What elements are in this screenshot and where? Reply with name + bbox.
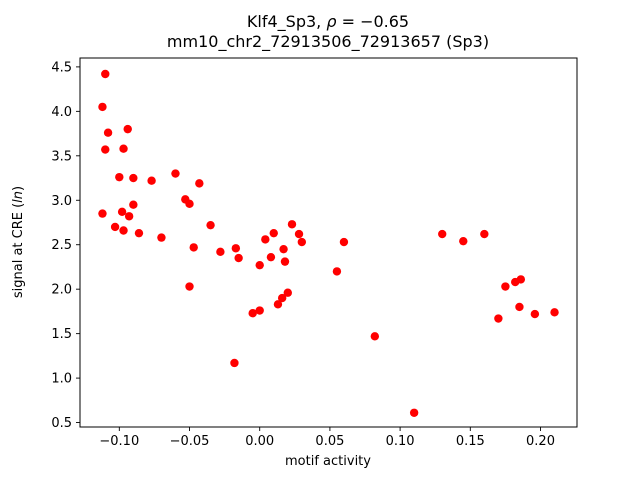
data-point (255, 260, 264, 270)
data-point (255, 306, 264, 315)
data-point (110, 222, 120, 232)
data-point (119, 226, 128, 235)
data-point (550, 308, 559, 317)
data-point (280, 257, 290, 266)
y-axis-label: signal at CRE (ln) (11, 186, 26, 298)
data-point (283, 288, 292, 297)
data-point (101, 145, 110, 154)
data-point (261, 235, 270, 244)
data-point (273, 300, 283, 309)
data-point (494, 314, 503, 323)
data-point (269, 228, 278, 238)
data-point (332, 267, 342, 276)
data-point (297, 237, 307, 247)
plot-frame (79, 57, 578, 428)
data-point (129, 173, 138, 183)
data-point (216, 247, 225, 257)
y-tick-label: 3.5 (51, 149, 72, 164)
data-point (459, 236, 468, 246)
data-point (147, 176, 156, 185)
data-point (279, 244, 288, 254)
data-point (234, 253, 243, 263)
y-tick-label: 4.0 (51, 105, 72, 120)
data-point (195, 179, 204, 188)
x-tick-label: 0.15 (456, 434, 485, 449)
data-point (157, 233, 166, 242)
data-point (339, 237, 349, 247)
data-point (515, 302, 524, 312)
y-tick-label: 2.0 (51, 283, 72, 298)
data-point (185, 282, 194, 291)
data-point (101, 69, 110, 79)
data-point (124, 212, 134, 221)
axis-ticks: −0.10 −0.05 0.00 0.05 0.10 0.15 0.20 0.5 1.0 1.5 2… (51, 60, 555, 449)
data-point (409, 408, 419, 417)
y-tick-label: 4.5 (51, 60, 72, 75)
data-point (287, 220, 297, 229)
data-point (438, 229, 447, 239)
y-tick-label: 1.5 (51, 327, 72, 342)
x-tick-label: 0.10 (386, 434, 415, 449)
y-tick-label: 1.0 (51, 372, 72, 387)
data-point (189, 243, 198, 252)
y-axis-label-part2: ) (11, 186, 26, 191)
data-point (230, 358, 239, 368)
x-tick-label: −0.05 (170, 434, 210, 449)
data-point (248, 308, 257, 318)
x-tick-label: 0.20 (526, 434, 555, 449)
chart-title: Klf4_Sp3, ρ = −0.65 (247, 12, 409, 32)
data-point (185, 199, 194, 209)
y-tick-label: 2.5 (51, 238, 72, 253)
data-point (277, 293, 287, 303)
plot-area (80, 58, 577, 427)
data-point (103, 128, 113, 137)
chart-subtitle: mm10_chr2_72913506_72913657 (Sp3) (167, 32, 489, 52)
data-point (266, 252, 276, 262)
data-point (530, 309, 540, 319)
data-point (115, 172, 124, 182)
data-point (98, 209, 107, 218)
x-tick-label: −0.10 (99, 434, 139, 449)
y-tick-label: 3.0 (51, 194, 72, 209)
data-point (231, 244, 241, 253)
data-point (117, 207, 127, 217)
x-tick-label: 0.00 (245, 434, 274, 449)
x-tick-label: 0.05 (315, 434, 344, 449)
chart-title-rho: ρ (326, 12, 336, 31)
data-point (206, 220, 215, 230)
data-point (294, 229, 304, 239)
y-axis-label-italic: ln (11, 191, 26, 203)
data-point (134, 228, 144, 238)
data-point (516, 275, 526, 284)
data-point (123, 124, 132, 134)
data-point (370, 332, 380, 341)
x-axis-label: motif activity (285, 454, 371, 469)
chart-title-suffix: = −0.65 (336, 12, 409, 31)
y-axis-label-part1: signal at CRE ( (11, 203, 26, 298)
y-tick-label: 0.5 (51, 416, 72, 431)
data-point (129, 200, 138, 209)
data-point (501, 282, 510, 291)
chart-title-prefix: Klf4_Sp3, (247, 12, 326, 32)
data-point (171, 169, 180, 178)
data-point (480, 229, 489, 239)
data-point (98, 102, 107, 112)
data-point (119, 144, 128, 153)
data-points (98, 69, 559, 417)
